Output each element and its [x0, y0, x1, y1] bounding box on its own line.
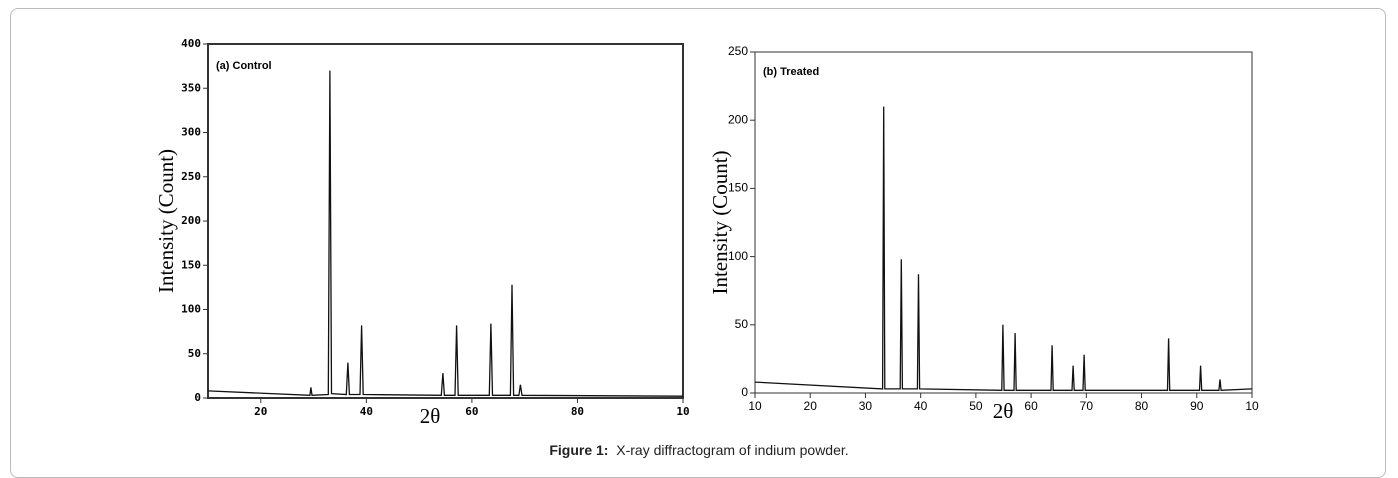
y-axis-label: Intensity (Count)	[708, 150, 732, 294]
x-tick-label: 60	[1024, 399, 1038, 413]
x-axis-label: 2θ	[993, 399, 1014, 423]
x-axis-label: 2θ	[420, 404, 441, 428]
caption-label: Figure 1:	[549, 442, 609, 458]
data-line	[754, 106, 1253, 391]
x-tick-label: 70	[1080, 399, 1094, 413]
x-tick-label: 10	[1245, 399, 1259, 413]
x-tick-label: 10	[676, 405, 689, 418]
x-tick-label: 10	[748, 399, 762, 413]
x-tick-label: 20	[804, 399, 818, 413]
y-tick-label: 200	[728, 112, 748, 126]
plot-frame	[754, 51, 1253, 394]
y-tick-label: 150	[181, 258, 201, 271]
caption-text: X-ray diffractogram of indium powder.	[616, 442, 849, 458]
x-tick-label: 80	[571, 405, 584, 418]
x-tick-label: 80	[1135, 399, 1149, 413]
x-tick-label: 90	[1190, 399, 1204, 413]
y-tick-label: 400	[181, 37, 201, 50]
y-tick-label: 50	[735, 317, 749, 331]
panel-label: (a) Control	[216, 60, 272, 72]
y-tick-label: 0	[194, 391, 201, 404]
y-tick-label: 200	[181, 214, 201, 227]
plot-frame	[207, 43, 684, 399]
x-tick-label: 30	[859, 399, 873, 413]
x-tick-label: 50	[969, 399, 983, 413]
y-tick-label: 350	[181, 81, 201, 94]
x-tick-label: 40	[360, 405, 373, 418]
y-tick-label: 0	[741, 385, 748, 399]
y-tick-label: 50	[188, 347, 201, 360]
y-tick-label: 100	[181, 303, 201, 316]
y-tick-label: 300	[181, 126, 201, 139]
data-line	[207, 70, 684, 397]
y-tick-label: 250	[728, 44, 748, 58]
x-tick-label: 40	[914, 399, 928, 413]
y-axis-label: Intensity (Count)	[154, 149, 178, 293]
y-tick-label: 100	[728, 249, 748, 263]
y-tick-label: 150	[728, 181, 748, 195]
x-tick-label: 20	[254, 405, 267, 418]
panel-label: (b) Treated	[763, 66, 819, 78]
y-tick-label: 250	[181, 170, 201, 183]
x-tick-label: 60	[465, 405, 478, 418]
caption: Figure 1: X-ray diffractogram of indium …	[0, 442, 1398, 458]
